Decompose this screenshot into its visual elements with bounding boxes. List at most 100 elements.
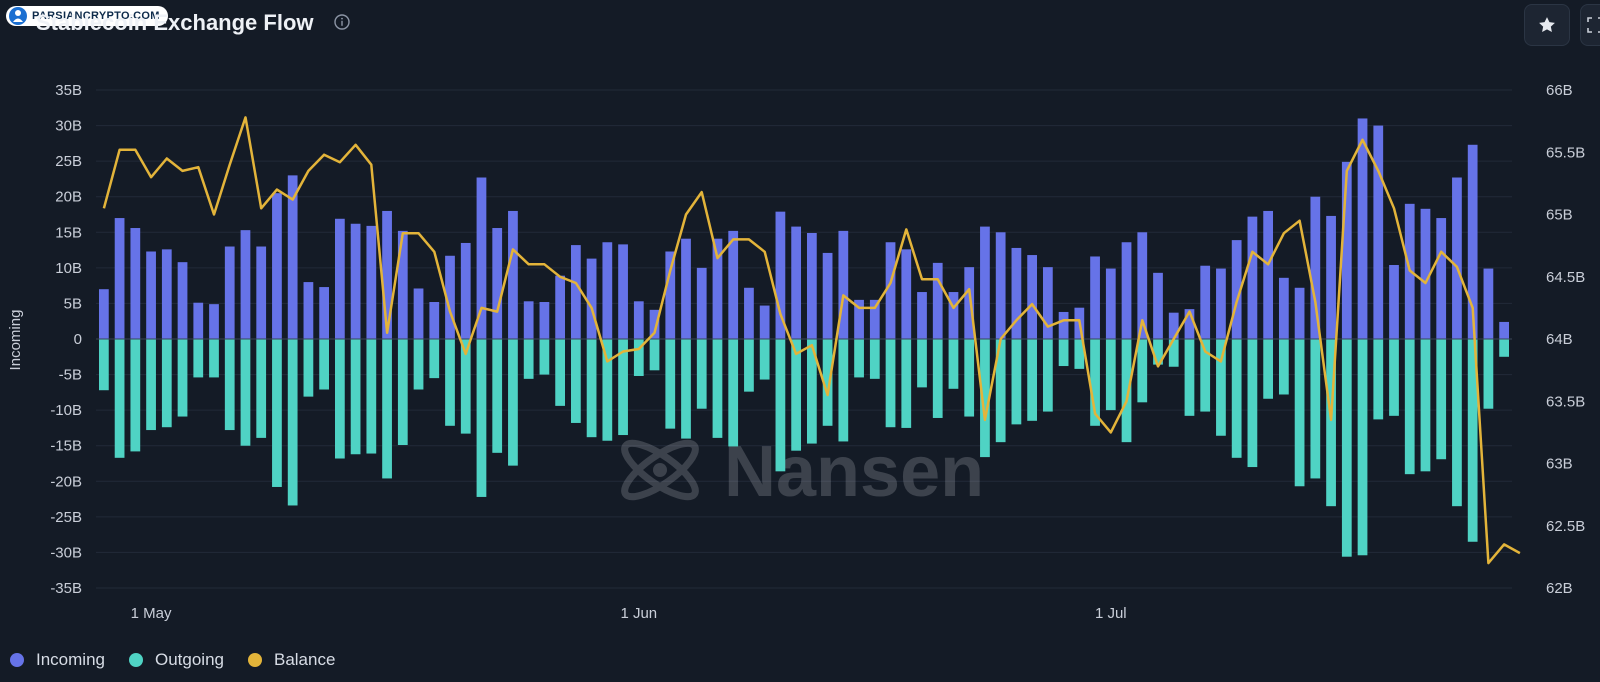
outgoing-bar (193, 339, 204, 378)
incoming-bar (272, 193, 282, 339)
outgoing-bar (161, 339, 172, 428)
incoming-bar (397, 230, 408, 339)
outgoing-bar (1121, 339, 1132, 443)
incoming-bar (350, 223, 361, 339)
grid (96, 89, 1512, 589)
incoming-bar (586, 258, 597, 339)
outgoing-bar (272, 339, 282, 487)
outgoing-bar (319, 339, 330, 390)
outgoing-bar (429, 339, 440, 379)
incoming-bar (885, 242, 896, 339)
left-tick-label: 10B (55, 260, 82, 277)
incoming-bar (334, 218, 345, 339)
incoming-bar (429, 302, 440, 339)
outgoing-bar (932, 339, 943, 418)
left-tick-label: 25B (55, 153, 82, 170)
outgoing-bar (1247, 339, 1258, 468)
outgoing-bar (445, 339, 455, 426)
incoming-bar (665, 251, 676, 339)
incoming-bar (1436, 218, 1447, 339)
incoming-bar (98, 289, 109, 339)
outgoing-bar (224, 339, 235, 431)
outgoing-bar (712, 339, 723, 438)
watermark-text: Nansen (724, 432, 984, 512)
nansen-logo-icon (621, 439, 699, 501)
incoming-bar (1499, 321, 1510, 339)
brand-label: PARSIANCRYPTO.COM (32, 10, 160, 22)
outgoing-bar (114, 339, 125, 458)
incoming-bar (948, 292, 959, 339)
incoming-bar (1310, 196, 1321, 339)
outgoing-bar (1310, 339, 1321, 479)
info-icon[interactable] (334, 14, 350, 30)
incoming-bar (1168, 312, 1179, 339)
outgoing-bar (744, 339, 754, 392)
incoming-bar (759, 305, 770, 339)
incoming-bar (980, 226, 990, 339)
outgoing-bar (382, 339, 392, 479)
outgoing-bar (209, 339, 219, 378)
incoming-bar (1121, 242, 1132, 339)
incoming-bar (492, 228, 503, 339)
incoming-bar (1341, 161, 1352, 339)
left-tick-label: -20B (50, 473, 82, 490)
right-tick-label: 63B (1546, 456, 1573, 473)
legend-item-outgoing[interactable]: Outgoing (128, 650, 224, 670)
incoming-bar (445, 255, 455, 339)
incoming-bar (681, 238, 691, 339)
outgoing-bar (649, 339, 660, 371)
incoming-bar (995, 232, 1006, 339)
outgoing-bar (1373, 339, 1384, 420)
incoming-bar (382, 210, 392, 339)
incoming-bar (822, 252, 833, 339)
left-tick-label: 15B (55, 224, 82, 241)
outgoing-bar (1027, 339, 1038, 421)
expand-button[interactable] (1580, 4, 1600, 46)
right-tick-label: 64B (1546, 331, 1573, 348)
incoming-bar (146, 251, 156, 339)
incoming-bar (1137, 232, 1148, 339)
outgoing-bar (397, 339, 408, 446)
incoming-bar (806, 232, 817, 339)
incoming-bar (1247, 216, 1258, 339)
outgoing-bar (555, 339, 566, 406)
outgoing-bar (759, 339, 770, 380)
incoming-bar (319, 287, 330, 339)
brand-badge: PARSIANCRYPTO.COM (6, 6, 168, 26)
incoming-bar (1216, 268, 1226, 339)
outgoing-bar (523, 339, 534, 379)
outgoing-bar (177, 339, 188, 417)
outgoing-bar (334, 339, 345, 459)
right-tick-label: 66B (1546, 82, 1573, 99)
x-tick-label: 1 Jun (620, 605, 657, 622)
outgoing-bar (240, 339, 251, 446)
legend-item-incoming[interactable]: Incoming (10, 650, 105, 670)
outgoing-bar (366, 339, 377, 454)
outgoing-bar (1137, 339, 1148, 403)
incoming-bar (633, 301, 644, 339)
x-tick-label: 1 May (131, 605, 172, 622)
outgoing-bar (681, 339, 691, 439)
incoming-bar (838, 230, 849, 339)
incoming-bar (618, 244, 628, 339)
outgoing-bars (98, 339, 1510, 557)
incoming-bar (1483, 268, 1494, 339)
outgoing-bar (570, 339, 581, 423)
favorite-button[interactable] (1524, 4, 1570, 46)
parsiancrypto-logo-icon (9, 7, 27, 25)
outgoing-bar (586, 339, 597, 438)
outgoing-bar (1357, 339, 1368, 556)
legend-item-balance[interactable]: Balance (247, 650, 335, 670)
left-tick-label: 35B (55, 82, 82, 99)
outgoing-bar (917, 339, 927, 388)
incoming-bar (1467, 144, 1478, 339)
incoming-bar (1105, 268, 1116, 339)
incoming-bar (649, 309, 660, 339)
incoming-bar (728, 230, 739, 339)
incoming-bar (303, 282, 314, 339)
incoming-bar (1042, 267, 1053, 339)
outgoing-bar (1058, 339, 1069, 367)
left-tick-label: 0 (74, 331, 82, 348)
incoming-bar (1058, 311, 1069, 339)
incoming-bar (712, 238, 723, 339)
